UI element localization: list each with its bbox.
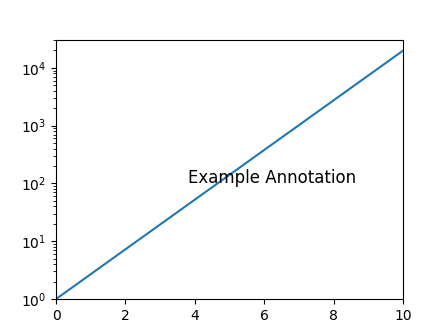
Text: Example Annotation: Example Annotation [188, 169, 356, 187]
